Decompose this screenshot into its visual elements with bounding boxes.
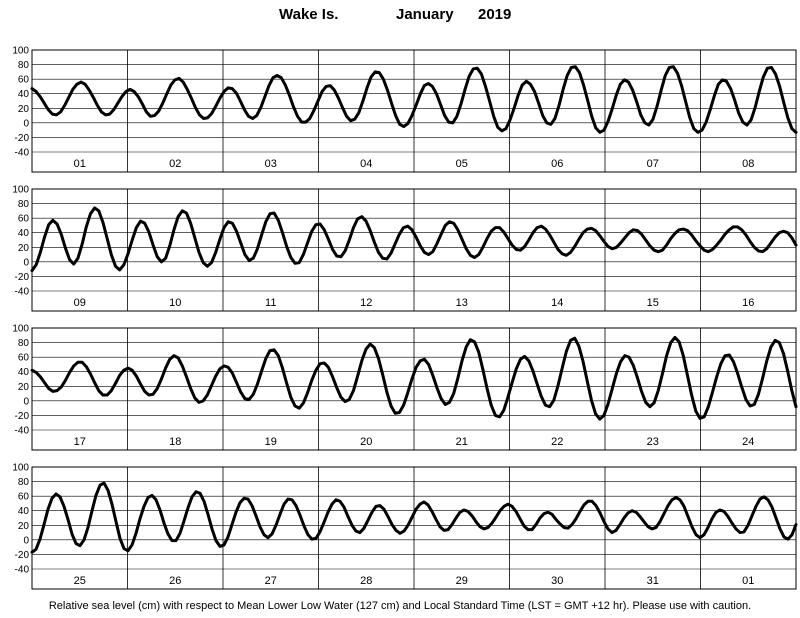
y-tick-label: 40 [18,506,30,517]
title-station: Wake Is. [279,6,339,23]
day-label: 11 [265,297,276,309]
day-label: 08 [742,158,754,170]
day-label: 24 [742,436,754,448]
day-label: 01 [74,158,86,170]
y-tick-label: 20 [18,104,30,115]
y-tick-label: 40 [18,89,30,100]
panel-frame [31,188,797,312]
y-tick-label: 100 [12,324,29,335]
day-label: 15 [647,297,659,309]
y-tick-label: 80 [18,338,30,349]
y-tick-label: -40 [15,148,30,159]
day-label: 18 [169,436,181,448]
tide-series-line [30,335,798,421]
y-tick-label: 60 [18,214,30,225]
tide-series-line [30,65,798,134]
day-label: 21 [456,436,468,448]
y-tick-label: -20 [15,550,30,561]
y-tick-label: 60 [18,492,30,503]
day-label: 06 [551,158,563,170]
day-label: 19 [265,436,277,448]
day-label: 13 [456,297,468,309]
day-label: 05 [456,158,468,170]
y-tick-label: 0 [23,535,29,546]
y-tick-label: 100 [12,46,29,57]
y-tick-label: 60 [18,353,30,364]
day-label: 10 [169,297,181,309]
tide-series-line [30,206,798,273]
y-tick-label: 60 [18,75,30,86]
day-label: 20 [360,436,372,448]
y-tick-label: 0 [23,257,29,268]
y-tick-label: -20 [15,272,30,283]
tide-series-line [30,481,798,554]
y-tick-label: 0 [23,396,29,407]
day-label: 02 [169,158,181,170]
y-tick-label: 80 [18,477,30,488]
title-year: 2019 [478,6,512,23]
y-tick-label: -20 [15,411,30,422]
day-label: 25 [74,575,86,587]
day-label: 22 [551,436,563,448]
panel-frame [31,49,797,173]
y-tick-label: -40 [15,565,30,576]
day-label: 29 [456,575,468,587]
y-tick-label: 0 [23,118,29,129]
day-label: 03 [265,158,277,170]
day-label: 28 [360,575,372,587]
y-tick-label: -40 [15,287,30,298]
day-label: 30 [551,575,563,587]
footnote: Relative sea level (cm) with respect to … [48,600,752,612]
panel-frame [31,327,797,451]
y-tick-label: 100 [12,463,29,474]
day-label: 01 [742,575,754,587]
y-tick-label: 20 [18,243,30,254]
y-tick-label: 80 [18,199,30,210]
chart-title: Wake Is. January 2019 [0,6,800,26]
title-month: January [396,6,454,23]
day-label: 16 [742,297,754,309]
y-tick-label: 40 [18,367,30,378]
day-label: 23 [647,436,659,448]
day-label: 17 [74,436,86,448]
y-tick-label: 100 [12,185,29,196]
y-tick-label: 20 [18,521,30,532]
y-tick-label: 20 [18,382,30,393]
y-tick-label: 40 [18,228,30,239]
day-label: 27 [265,575,277,587]
day-label: 09 [74,297,86,309]
day-label: 07 [647,158,659,170]
day-label: 14 [551,297,563,309]
y-tick-label: -40 [15,426,30,437]
y-tick-label: -20 [15,133,30,144]
day-label: 04 [360,158,372,170]
day-label: 12 [360,297,372,309]
day-label: 31 [647,575,659,587]
y-tick-label: 80 [18,60,30,71]
day-label: 26 [169,575,181,587]
